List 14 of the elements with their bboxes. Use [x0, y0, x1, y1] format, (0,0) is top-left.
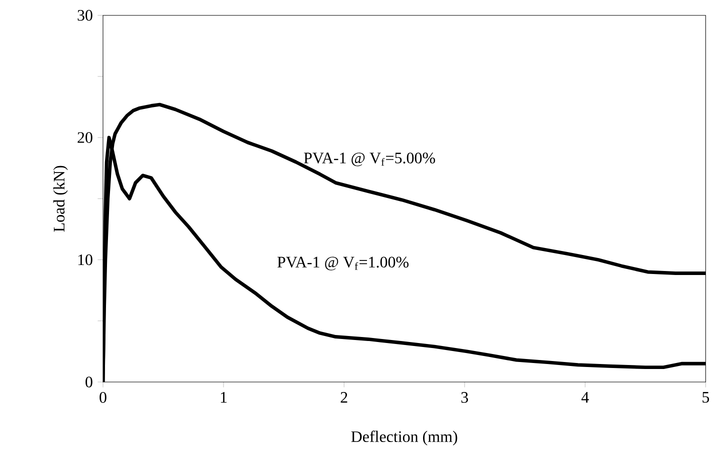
y-tick-label: 10: [78, 254, 92, 266]
x-tick-label: 4: [581, 392, 589, 403]
x-tick-label: 3: [461, 392, 468, 403]
y-tick-label: 30: [78, 10, 92, 21]
x-tick-label: 5: [702, 392, 710, 403]
x-tick-label: 2: [340, 392, 348, 403]
y-tick-label: 20: [78, 132, 92, 143]
series-label: PVA-1 @ V$_{f}$=1.00%: [277, 256, 409, 270]
x-tick-label: 0: [100, 392, 106, 403]
y-axis-title: Load (kN): [53, 166, 68, 232]
x-tick-label: 1: [220, 392, 227, 403]
y-tick-label: 0: [86, 376, 92, 388]
series-label: PVA-1 @ V$_{f}$=5.00%: [304, 152, 436, 166]
x-axis-title: Deflection (mm): [351, 430, 458, 446]
